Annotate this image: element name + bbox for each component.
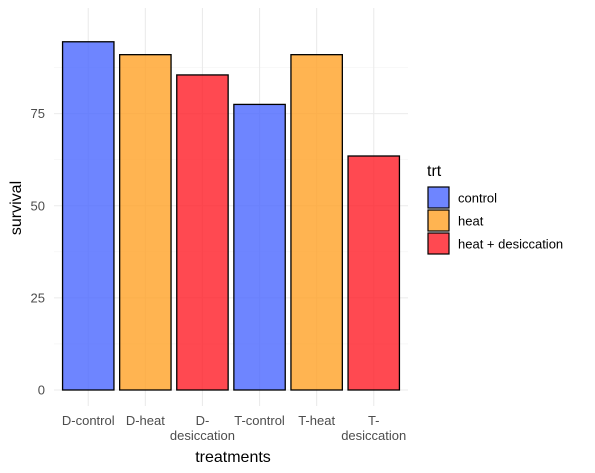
x-tick-label: D-desiccation [170,413,235,443]
x-axis-title: treatments [195,449,271,466]
legend-label: heat [458,214,484,229]
y-tick-label: 50 [31,198,45,213]
legend-label: heat + desiccation [458,237,563,252]
x-tick-label: T-desiccation [341,413,406,443]
x-tick-label: T-heat [298,413,335,428]
y-tick-label: 25 [31,290,45,305]
legend-label: control [458,191,497,206]
bar-t-desiccation [347,155,401,391]
legend-title: trt [427,163,442,180]
legend-swatch-heat [427,209,450,232]
legend: trt control heat heat + desiccation [427,163,563,255]
bar-t-heat [290,54,343,391]
y-axis-ticks: 0 25 50 75 [31,106,45,397]
legend-items: control heat heat + desiccation [427,186,563,255]
y-tick-label: 75 [31,106,45,121]
x-tick-label: D-control [62,413,115,428]
legend-swatch-heat-desiccation [427,232,450,255]
legend-swatch-control [427,186,450,209]
x-tick-label: D-heat [126,413,165,428]
y-tick-label: 0 [38,383,45,398]
bar-d-control [61,41,115,391]
bar-d-desiccation [176,74,229,391]
bar-t-control [233,103,286,391]
bar-d-heat [119,54,172,391]
x-tick-label: T-control [234,413,285,428]
y-axis-title: survival [8,181,25,235]
bars [61,41,401,391]
